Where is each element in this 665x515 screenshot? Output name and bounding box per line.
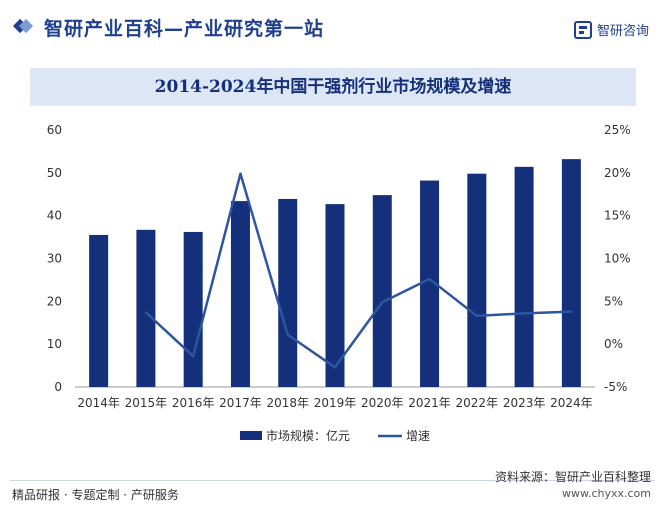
site-slogan: 智研产业百科—产业研究第一站 xyxy=(44,18,325,40)
growth-rate-point xyxy=(334,366,336,369)
x-tick-label: 2015年 xyxy=(125,396,168,410)
chart-area: 0 10 20 30 40 50 60 -5% 0% 5% 10% 15% 20% 25% 2014年 201… xyxy=(47,123,631,443)
growth-rate-point xyxy=(428,278,431,280)
y-right-tick-label: 15% xyxy=(604,209,631,223)
footer-services: 精品研报 · 专题定制 · 产研服务 xyxy=(12,488,179,502)
x-tick-label: 2022年 xyxy=(456,396,499,410)
y-left-tick-label: 40 xyxy=(47,209,62,223)
growth-rate-point xyxy=(523,312,525,315)
x-tick-label: 2016年 xyxy=(172,396,215,410)
diamond-logo-icon xyxy=(12,18,34,34)
x-tick-label: 2021年 xyxy=(408,396,451,410)
bar-market-size xyxy=(420,180,440,387)
bar-market-size xyxy=(183,231,203,387)
y-left-tick-label: 50 xyxy=(47,166,62,180)
legend-label-bar: 市场规模：亿元 xyxy=(266,428,350,443)
legend-label-line: 增速 xyxy=(406,429,430,443)
chart-title-banner: 2014-2024年中国干强剂行业市场规模及增速 xyxy=(30,68,636,106)
x-tick-label: 2020年 xyxy=(361,396,404,410)
footer-bar: 精品研报 · 专题定制 · 产研服务 xyxy=(0,483,665,515)
legend-swatch-bar xyxy=(240,431,262,440)
x-tick-label: 2019年 xyxy=(314,396,357,410)
y-left-tick-label: 0 xyxy=(54,380,62,394)
x-tick-label: 2017年 xyxy=(219,396,262,410)
growth-rate-line xyxy=(145,172,572,369)
growth-rate-point xyxy=(286,333,289,336)
bar-market-size xyxy=(230,201,250,387)
data-source: 资料来源：智研产业百科整理 xyxy=(494,470,651,484)
x-tick-label: 2024年 xyxy=(550,396,593,410)
footer-divider xyxy=(10,480,655,481)
website-url: www.chyxx.com xyxy=(561,487,651,500)
bar-market-size xyxy=(89,234,109,387)
y-left-tick-label: 30 xyxy=(47,252,62,266)
growth-rate-point xyxy=(476,315,478,317)
y-right-tick-label: 10% xyxy=(604,252,631,266)
growth-rate-point xyxy=(192,355,194,357)
bar-market-size xyxy=(561,159,581,387)
x-tick-label: 2014年 xyxy=(77,396,120,410)
brand-icon xyxy=(573,20,592,39)
bar-market-size xyxy=(278,198,298,387)
x-tick-label: 2023年 xyxy=(503,396,546,410)
brand-logo: 智研咨询 xyxy=(573,20,649,39)
brand-name: 智研咨询 xyxy=(596,24,649,39)
growth-rate-point xyxy=(145,311,147,314)
y-right-tick-label: 20% xyxy=(604,166,631,180)
chart-title: 2014-2024年中国干强剂行业市场规模及增速 xyxy=(154,77,512,97)
top-header: 智研产业百科—产业研究第一站 智研咨询 xyxy=(0,0,665,58)
growth-rate-point xyxy=(381,301,384,303)
bar-market-size xyxy=(514,166,534,387)
bar-market-size xyxy=(325,204,345,387)
bar-market-size xyxy=(136,229,156,387)
y-left-tick-label: 10 xyxy=(47,337,62,351)
y-left-tick-label: 60 xyxy=(47,123,62,137)
x-tick-label: 2018年 xyxy=(266,396,309,410)
growth-rate-point xyxy=(570,310,573,313)
y-left-tick-label: 20 xyxy=(47,294,62,308)
bar-market-size xyxy=(467,173,487,387)
y-right-tick-label: 5% xyxy=(604,294,623,308)
y-right-tick-label: 25% xyxy=(604,123,631,137)
y-right-tick-label: 0% xyxy=(604,337,623,351)
bar-market-size xyxy=(372,195,392,387)
growth-rate-point xyxy=(239,172,242,175)
y-right-tick-label: -5% xyxy=(604,380,627,394)
